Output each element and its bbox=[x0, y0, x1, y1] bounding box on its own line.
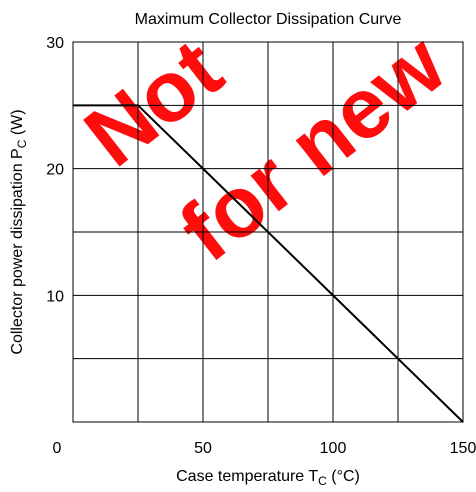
x-axis-label-unit: (°C) bbox=[327, 468, 360, 485]
x-tick-label-50: 50 bbox=[194, 440, 212, 457]
x-tick-label-100: 100 bbox=[320, 440, 347, 457]
watermark: Not for new bbox=[68, 15, 464, 280]
x-axis-label-sub: C bbox=[318, 474, 327, 488]
y-axis-ticks: 10 20 30 bbox=[46, 35, 64, 305]
y-tick-label-10: 10 bbox=[46, 288, 64, 305]
y-axis-label-main: Collector power dissipation P bbox=[9, 148, 26, 354]
y-axis-label-sub: C bbox=[15, 139, 29, 148]
y-axis-label-unit: (W) bbox=[9, 109, 26, 139]
watermark-line-2: for new bbox=[163, 15, 464, 280]
chart-title: Maximum Collector Dissipation Curve bbox=[135, 11, 402, 28]
y-tick-label-20: 20 bbox=[46, 162, 64, 179]
x-axis-ticks: 0 50 100 150 bbox=[53, 440, 476, 457]
x-axis-label-main: Case temperature T bbox=[176, 468, 318, 485]
watermark-line-1: Not bbox=[68, 21, 240, 185]
x-axis-label: Case temperature TC (°C) bbox=[176, 468, 360, 488]
grid bbox=[73, 42, 463, 422]
y-tick-label-30: 30 bbox=[46, 35, 64, 52]
plot-frame bbox=[72, 41, 464, 423]
series-group bbox=[73, 104, 464, 423]
series-line-0 bbox=[73, 104, 464, 423]
y-axis-label: Collector power dissipation PC (W) bbox=[9, 109, 29, 354]
x-tick-label-150: 150 bbox=[450, 440, 476, 457]
x-tick-label-0: 0 bbox=[53, 440, 62, 457]
